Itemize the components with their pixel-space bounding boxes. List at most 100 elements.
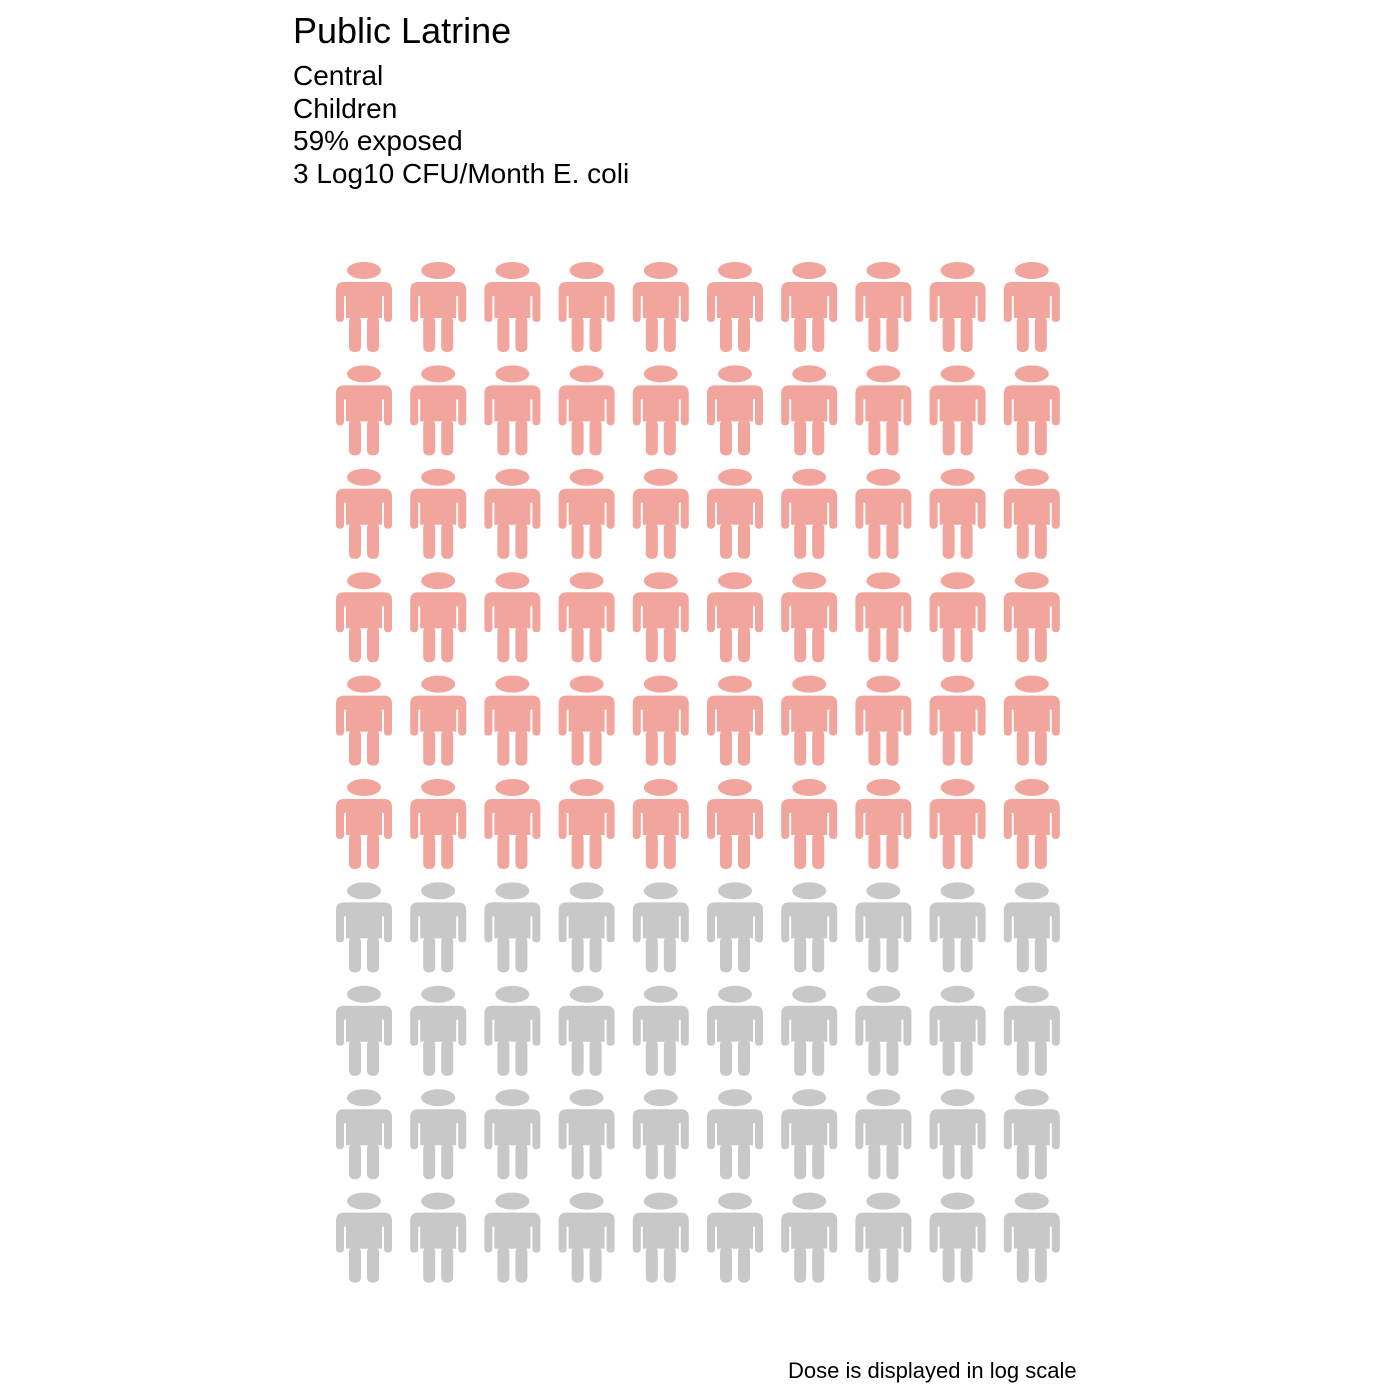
person-icon-unexposed	[410, 1089, 467, 1180]
person-icon-unexposed	[410, 1192, 467, 1283]
person-icon-exposed	[558, 572, 615, 663]
person-icon-unexposed	[558, 1089, 615, 1180]
person-icon-unexposed	[410, 985, 467, 1076]
person-icon-unexposed	[707, 1089, 763, 1180]
person-icon-unexposed	[929, 882, 986, 973]
person-icon-exposed	[410, 572, 467, 663]
person-icon-exposed	[1003, 365, 1060, 456]
person-icon-exposed	[1003, 262, 1060, 352]
person-icon-exposed	[410, 365, 467, 456]
person-icon-exposed	[781, 779, 838, 869]
person-icon-exposed	[410, 262, 467, 352]
person-icon-unexposed	[855, 985, 912, 1076]
person-icon-exposed	[558, 675, 615, 766]
person-icon-unexposed	[781, 1089, 838, 1180]
person-icon-exposed	[632, 365, 689, 456]
person-icon-unexposed	[1003, 1192, 1060, 1283]
person-icon-exposed	[336, 365, 392, 456]
person-icon-exposed	[929, 779, 986, 869]
person-icon-unexposed	[1003, 985, 1060, 1076]
person-icon-exposed	[1003, 572, 1060, 663]
person-icon-exposed	[558, 779, 615, 869]
person-icon-exposed	[410, 779, 467, 869]
person-icon-unexposed	[781, 882, 838, 973]
person-icon-exposed	[1003, 779, 1060, 869]
person-icon-unexposed	[929, 1192, 986, 1283]
person-icon-exposed	[707, 262, 763, 352]
person-icon-unexposed	[558, 882, 615, 973]
person-icon-exposed	[336, 572, 392, 663]
person-icon-unexposed	[707, 1192, 763, 1283]
chart-subtitle: Central Children 59% exposed 3 Log10 CFU…	[293, 60, 629, 190]
person-icon-unexposed	[855, 1192, 912, 1283]
person-icon-unexposed	[484, 1089, 541, 1180]
person-icon-unexposed	[1003, 882, 1060, 973]
person-icon-exposed	[484, 572, 541, 663]
person-icon-unexposed	[558, 985, 615, 1076]
person-icon-exposed	[707, 779, 763, 869]
person-icon-exposed	[781, 572, 838, 663]
person-icon-exposed	[484, 262, 541, 352]
person-icon-exposed	[632, 262, 689, 352]
subtitle-line-dose: 3 Log10 CFU/Month E. coli	[293, 157, 630, 189]
person-icon-exposed	[484, 468, 541, 559]
person-icon-exposed	[707, 675, 763, 766]
person-icon-unexposed	[632, 1089, 689, 1180]
person-icon-exposed	[484, 779, 541, 869]
chart-caption: Dose is displayed in log scale	[788, 1358, 1077, 1383]
person-icon-exposed	[855, 675, 912, 766]
person-icon-unexposed	[336, 1192, 392, 1283]
person-icon-exposed	[632, 572, 689, 663]
person-icon-unexposed	[929, 985, 986, 1076]
person-icon-unexposed	[632, 882, 689, 973]
person-icon-unexposed	[484, 882, 541, 973]
person-icon-exposed	[929, 262, 986, 352]
person-icon-exposed	[929, 365, 986, 456]
person-icon-exposed	[336, 468, 392, 559]
person-icon-exposed	[855, 262, 912, 352]
person-icon-exposed	[632, 779, 689, 869]
person-icon-unexposed	[336, 985, 392, 1076]
subtitle-line-region: Central	[293, 60, 384, 91]
person-icon-exposed	[632, 675, 689, 766]
person-icon-exposed	[410, 675, 467, 766]
person-icon-unexposed	[855, 882, 912, 973]
person-icon-exposed	[929, 572, 986, 663]
person-icon-exposed	[707, 468, 763, 559]
person-icon-exposed	[410, 468, 467, 559]
person-icon-exposed	[781, 675, 838, 766]
person-icon-unexposed	[336, 1089, 392, 1180]
person-icon-unexposed	[632, 985, 689, 1076]
person-icon-exposed	[336, 675, 392, 766]
person-icon-exposed	[781, 262, 838, 352]
person-icon-unexposed	[781, 1192, 838, 1283]
person-icon-exposed	[929, 675, 986, 766]
person-icon-exposed	[707, 365, 763, 456]
person-icon-exposed	[1003, 675, 1060, 766]
person-icon-exposed	[336, 779, 392, 869]
person-icon-exposed	[558, 262, 615, 352]
person-icon-unexposed	[336, 882, 392, 973]
person-icon-unexposed	[929, 1089, 986, 1180]
person-icon-unexposed	[855, 1089, 912, 1180]
person-icon-unexposed	[1003, 1089, 1060, 1180]
person-icon-unexposed	[781, 985, 838, 1076]
person-icon-exposed	[558, 468, 615, 559]
chart-title: Public Latrine	[293, 10, 512, 51]
person-icon-exposed	[484, 675, 541, 766]
person-icon-unexposed	[410, 882, 467, 973]
person-icon-unexposed	[707, 985, 763, 1076]
person-icon-exposed	[781, 365, 838, 456]
person-icon-exposed	[781, 468, 838, 559]
person-icon-exposed	[558, 365, 615, 456]
person-icon-unexposed	[558, 1192, 615, 1283]
person-icon-unexposed	[484, 1192, 541, 1283]
subtitle-line-exposure: 59% exposed	[293, 125, 463, 156]
person-icon-exposed	[707, 572, 763, 663]
person-icon-exposed	[855, 572, 912, 663]
person-icon-exposed	[484, 365, 541, 456]
person-icon-exposed	[929, 468, 986, 559]
person-icon-exposed	[632, 468, 689, 559]
person-icon-unexposed	[484, 985, 541, 1076]
